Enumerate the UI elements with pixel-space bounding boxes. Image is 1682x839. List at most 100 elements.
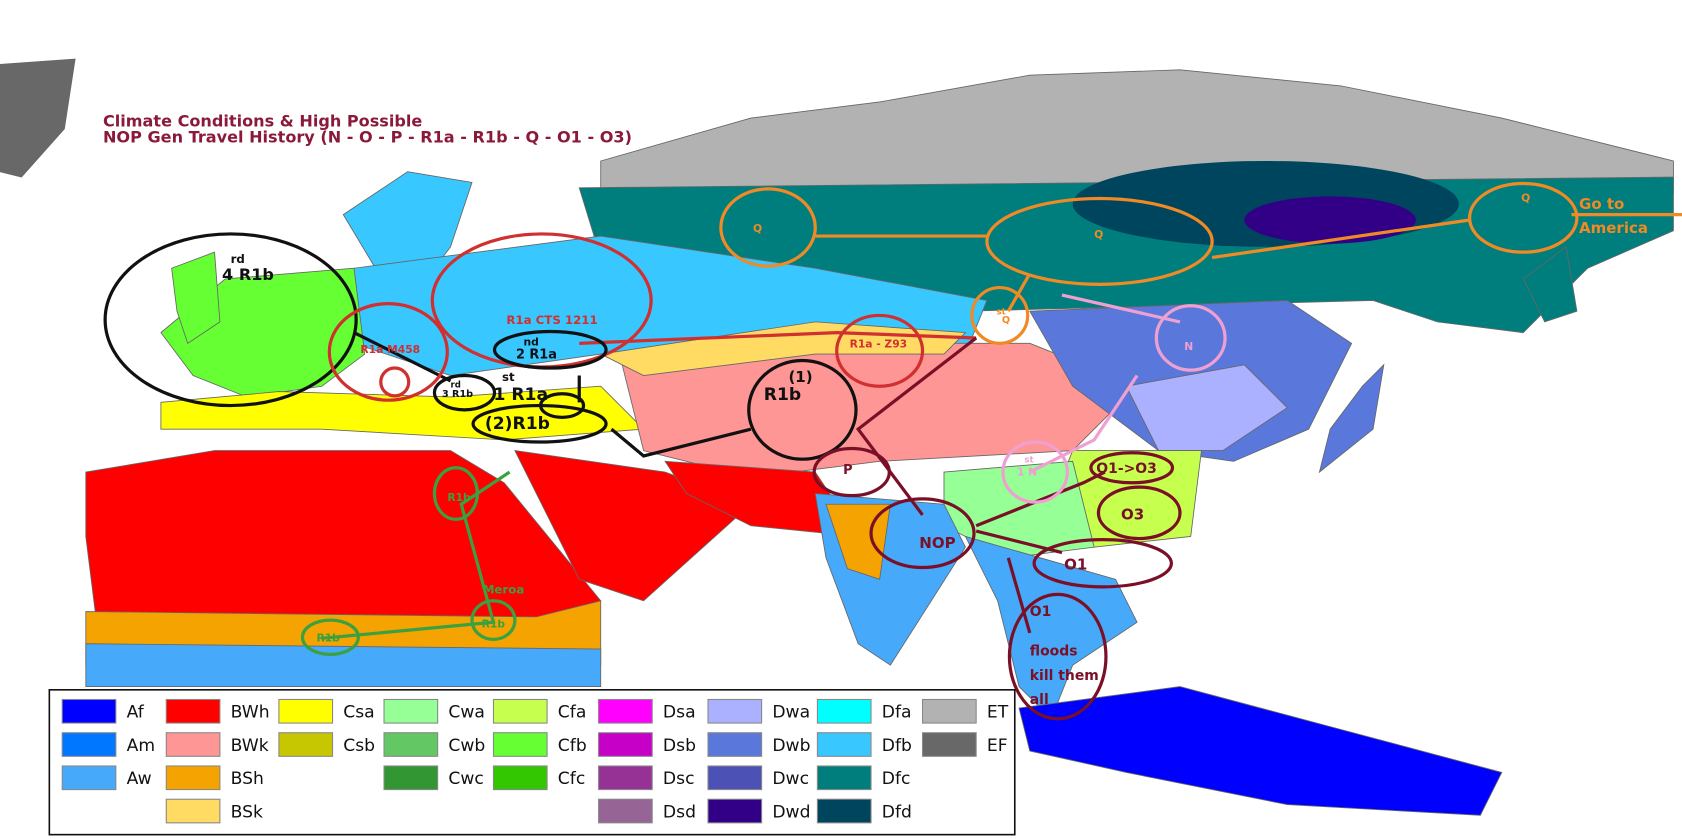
map-labels: Q Q Q Go to America rd 4 R1b R1a CTS 121… <box>222 192 1648 708</box>
circle <box>812 446 891 498</box>
legend-label: Dwd <box>772 802 810 822</box>
legend-label: Dfc <box>882 769 911 789</box>
route-nop <box>855 336 1106 634</box>
map-label: 3 R1b <box>442 389 473 400</box>
map-label: st <box>1024 455 1033 465</box>
siberia-dwd <box>1244 196 1416 244</box>
map-label: (1) <box>788 368 812 386</box>
map-label: R1b <box>447 491 471 504</box>
map-label: R1a CTS 1211 <box>506 313 597 327</box>
legend-swatch <box>383 732 439 757</box>
circle <box>869 497 976 570</box>
legend-swatch <box>492 732 548 757</box>
legend-swatch <box>816 732 872 757</box>
route-africa <box>321 470 511 640</box>
africa-bwh <box>85 450 602 634</box>
circle <box>432 466 479 521</box>
map-label: Q <box>1002 315 1010 326</box>
legend-swatch <box>383 765 439 791</box>
circle <box>1032 538 1174 589</box>
legend-label: BSh <box>231 769 264 789</box>
map-label: R1b <box>764 385 801 405</box>
circle <box>471 403 608 444</box>
map-label: O1->O3 <box>1096 461 1157 477</box>
route-r1a <box>579 331 977 345</box>
map-label: nd <box>523 335 538 348</box>
title-line: NOP Gen Travel History (N - O - P - R1a … <box>103 128 632 147</box>
legend-swatch <box>816 698 872 724</box>
legend-swatch <box>921 698 977 724</box>
circle <box>1154 304 1227 372</box>
legend-swatch <box>921 732 977 757</box>
circle <box>1096 485 1182 541</box>
legend-swatch <box>61 732 117 757</box>
legend-label: Dfa <box>882 703 912 723</box>
route-q <box>815 213 1682 312</box>
map-label: R1b <box>482 618 506 631</box>
map-label: floods <box>1030 643 1078 659</box>
legend-label: EF <box>987 736 1008 756</box>
legend-label: BWh <box>231 703 270 723</box>
iran-bwh <box>664 460 860 537</box>
legend-swatch <box>707 798 763 824</box>
china-dwa <box>1125 364 1288 452</box>
map-label: America <box>1579 219 1648 237</box>
legend-swatch <box>492 765 548 791</box>
japan <box>1318 363 1385 474</box>
map-label: 4 R1b <box>222 265 274 284</box>
map-label: kill them <box>1030 668 1099 684</box>
circle <box>1089 451 1175 485</box>
map-label: Go to <box>1579 195 1624 213</box>
map-label: P <box>843 463 852 478</box>
circle <box>747 358 858 461</box>
map-label: 2 R1a <box>516 347 557 362</box>
map-label: 1 N <box>1017 465 1037 478</box>
legend-label: Csb <box>343 736 375 756</box>
legend-label: BSk <box>231 802 263 822</box>
legend: Af Am Aw BWh BWk BSh BSk Csa Csb Cwa Cwb Cwc Cfa Cfb C… <box>48 689 1016 836</box>
title: Climate Conditions & High Possible NOP G… <box>103 112 632 147</box>
circle <box>379 366 411 398</box>
circle <box>103 232 358 408</box>
title-line: Climate Conditions & High Possible <box>103 112 422 131</box>
legend-label: Dsb <box>663 736 696 756</box>
legend-label: Cwb <box>448 736 485 756</box>
legend-swatch <box>165 765 221 791</box>
legend-swatch <box>707 765 763 791</box>
map-label: all <box>1030 692 1049 708</box>
legend-label: Dwc <box>772 769 809 789</box>
map-label: O3 <box>1121 505 1144 523</box>
legend-label: Cfa <box>558 703 587 723</box>
map-label: st <box>502 370 515 384</box>
legend-label: Dwb <box>772 736 810 756</box>
circle <box>970 285 1030 345</box>
circle <box>1007 592 1108 721</box>
legend-swatch <box>61 765 117 791</box>
legend-swatch <box>61 698 117 724</box>
map-label: 1 R1a <box>493 385 548 405</box>
indonesia <box>1018 686 1503 816</box>
legend-swatch <box>278 698 334 724</box>
legend-swatch <box>278 732 334 757</box>
circle <box>1001 440 1069 504</box>
ellipses <box>103 181 1579 721</box>
circle <box>327 302 449 402</box>
map-label: R1b <box>316 632 340 645</box>
legend-swatch <box>598 732 653 757</box>
legend-label: Cfc <box>558 769 585 789</box>
circle <box>470 599 517 642</box>
map-label: R1a M458 <box>360 343 420 356</box>
circle <box>492 329 608 370</box>
route-n <box>1029 293 1181 474</box>
circle <box>1467 181 1579 254</box>
legend-label: Af <box>127 703 145 723</box>
legend-label: Cwc <box>448 769 483 789</box>
map-label: O1 <box>1030 604 1052 620</box>
legend-label: Dsd <box>663 802 696 822</box>
legend-swatch <box>165 798 221 824</box>
map-label: NOP <box>919 534 955 552</box>
africa-aw <box>85 643 602 688</box>
kamchatka <box>1522 246 1578 323</box>
